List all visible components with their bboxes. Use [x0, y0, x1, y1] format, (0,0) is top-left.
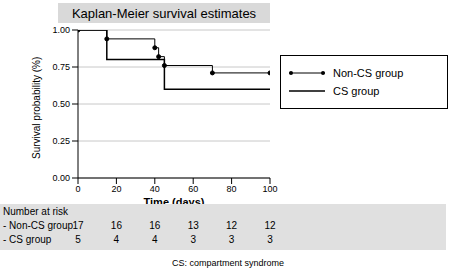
html-text:- CS group: - CS group: [3, 234, 52, 245]
svg-text:0.75: 0.75: [52, 62, 70, 72]
html-text:Number at risk: Number at risk: [3, 206, 68, 217]
html-text:Non-CS group: Non-CS group: [333, 67, 404, 79]
html-text:16: 16: [110, 220, 122, 231]
svg-text:20: 20: [111, 184, 121, 194]
html-text:- Non-CS group 17: - Non-CS group 17: [3, 220, 84, 231]
html-text:3: 3: [190, 234, 196, 245]
svg-text:0: 0: [75, 184, 80, 194]
html-text:13: 13: [187, 220, 199, 231]
svg-text:80: 80: [227, 184, 237, 194]
html-text:3: 3: [228, 234, 235, 245]
html-text:CS group: CS group: [333, 85, 380, 97]
svg-text:0.25: 0.25: [52, 136, 70, 146]
html-text:4: 4: [152, 234, 158, 245]
svg-text:0.00: 0.00: [52, 173, 70, 183]
html-text:4: 4: [113, 234, 120, 245]
svg-text:1.00: 1.00: [52, 25, 70, 35]
html-text:12: 12: [226, 220, 238, 231]
svg-text:40: 40: [150, 184, 160, 194]
html-text:CS: compartment syndrome: CS: compartment syndrome: [172, 258, 284, 268]
html-text:3: 3: [267, 234, 273, 245]
html-text:16: 16: [149, 220, 161, 231]
html-text:Kaplan-Meier survival estimate: Kaplan-Meier survival estimates: [71, 5, 257, 21]
svg-text:Survival probability (%): Survival probability (%): [31, 57, 42, 159]
svg-text:0.50: 0.50: [52, 99, 70, 109]
html-text:12: 12: [264, 220, 276, 231]
svg-text:100: 100: [262, 184, 277, 194]
html-text:5: 5: [75, 234, 81, 245]
svg-text:60: 60: [188, 184, 198, 194]
